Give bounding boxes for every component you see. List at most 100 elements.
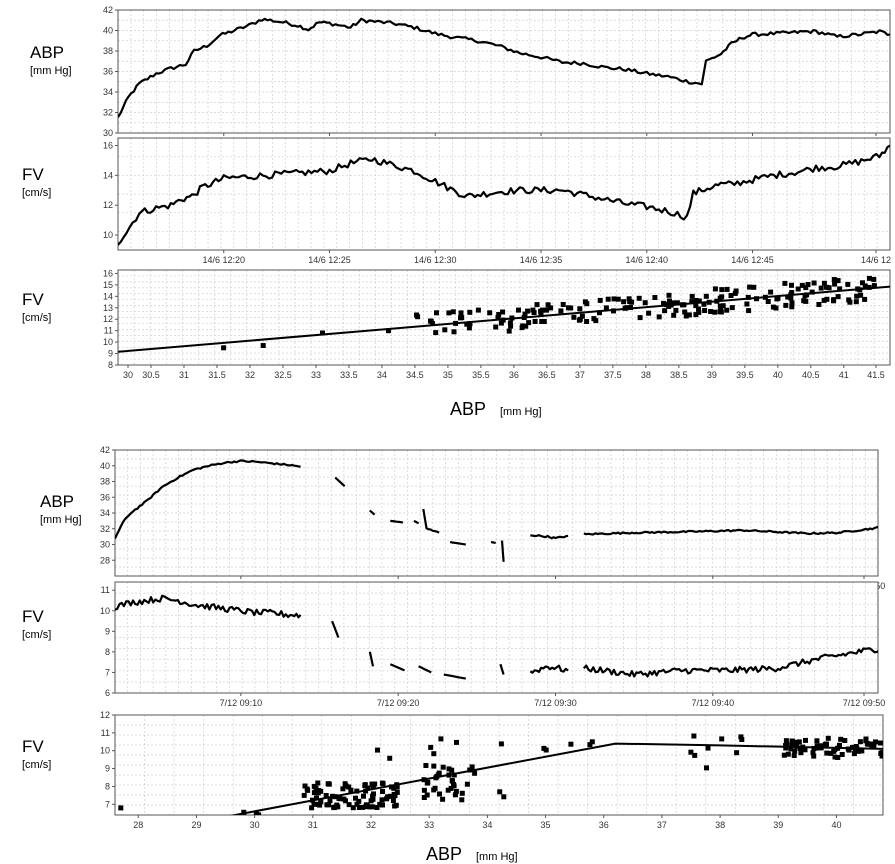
y-tick-label: 38 — [100, 477, 110, 487]
y-tick-label: 11 — [101, 585, 110, 595]
scatter-point — [440, 797, 445, 802]
scatter-point — [832, 277, 837, 282]
scatter-point — [442, 327, 447, 332]
scatter-point — [667, 293, 672, 298]
scatter-point — [590, 739, 595, 744]
scatter-point — [819, 286, 824, 291]
panel-p5: 678910117/12 09:10 7/12 09:20 7/12 09:30 7/… — [22, 582, 895, 708]
scatter-point — [327, 782, 332, 787]
scatter-point — [452, 773, 457, 778]
scatter-point — [312, 784, 317, 789]
scatter-point — [792, 753, 797, 758]
scatter-point — [530, 308, 535, 313]
y-tick-label: 12 — [103, 200, 113, 210]
x-tick-label: 39 — [707, 370, 717, 380]
scatter-point — [823, 742, 828, 747]
scatter-point — [707, 300, 712, 305]
y-tick-label: 13 — [103, 303, 113, 313]
y-tick-label: 6 — [105, 688, 110, 698]
scatter-point — [870, 742, 875, 747]
scatter-point — [738, 734, 743, 739]
scatter-point — [256, 812, 261, 817]
scatter-point — [871, 277, 876, 282]
scatter-point — [638, 315, 643, 320]
scatter-point — [318, 789, 323, 794]
scatter-point — [880, 754, 885, 759]
scatter-point — [428, 745, 433, 750]
scatter-point — [446, 788, 451, 793]
y-tick-label: 32 — [103, 108, 113, 118]
scatter-point — [811, 754, 816, 759]
scatter-point — [616, 297, 621, 302]
scatter-point — [507, 329, 512, 334]
x-tick-label: 40 — [773, 370, 783, 380]
scatter-point — [508, 324, 513, 329]
scatter-point — [858, 739, 863, 744]
scatter-point — [369, 798, 374, 803]
scatter-point — [578, 317, 583, 322]
scatter-point — [386, 328, 391, 333]
y-tick-label: 34 — [103, 87, 113, 97]
scatter-point — [465, 782, 470, 787]
scatter-point — [423, 763, 428, 768]
scatter-point — [460, 791, 465, 796]
scatter-point — [734, 750, 739, 755]
scatter-point — [422, 777, 427, 782]
x-tick-label: 14/6 12:25 — [308, 255, 351, 265]
scatter-point — [730, 305, 735, 310]
y-tick-label: 10 — [100, 746, 110, 756]
scatter-point — [702, 308, 707, 313]
scatter-point — [776, 296, 781, 301]
scatter-point — [452, 329, 457, 334]
scatter-point — [854, 294, 859, 299]
scatter-point — [824, 297, 829, 302]
scatter-point — [438, 736, 443, 741]
y-axis-label: FV — [22, 607, 44, 626]
scatter-point — [355, 802, 360, 807]
scatter-point — [669, 303, 674, 308]
scatter-point — [451, 782, 456, 787]
x-tick-label: 33 — [311, 370, 321, 380]
y-axis-label: FV — [22, 737, 44, 756]
scatter-point — [768, 290, 773, 295]
scatter-point — [422, 788, 427, 793]
scatter-point — [798, 750, 803, 755]
scatter-point — [568, 742, 573, 747]
y-tick-label: 11 — [104, 326, 113, 336]
y-tick-label: 40 — [100, 461, 110, 471]
scatter-point — [692, 753, 697, 758]
x-tick-label: 38.5 — [670, 370, 688, 380]
x-axis-unit: [mm Hg] — [476, 851, 518, 863]
scatter-point — [597, 310, 602, 315]
scatter-point — [542, 319, 547, 324]
x-tick-label: 37 — [575, 370, 585, 380]
x-tick-label: 39.5 — [736, 370, 754, 380]
x-tick-label: 32 — [245, 370, 255, 380]
scatter-point — [826, 736, 831, 741]
x-tick-label: 34 — [377, 370, 387, 380]
y-tick-label: 8 — [105, 647, 110, 657]
x-tick-label: 14/6 12:30 — [414, 255, 457, 265]
scatter-point — [566, 305, 571, 310]
scatter-point — [675, 300, 680, 305]
scatter-point — [394, 803, 399, 808]
scatter-point — [721, 303, 726, 308]
scatter-point — [525, 309, 530, 314]
x-tick-label: 14/6 12 — [861, 255, 891, 265]
scatter-point — [671, 313, 676, 318]
scatter-point — [454, 740, 459, 745]
scatter-point — [431, 764, 436, 769]
x-tick-label: 7/12 09:30 — [534, 698, 577, 708]
x-tick-label: 36 — [509, 370, 519, 380]
scatter-point — [501, 794, 506, 799]
scatter-point — [652, 295, 657, 300]
x-tick-label: 7/12 09:50 — [843, 698, 886, 708]
panel-p2: 1012141614/6 12:20 14/6 12:25 14/6 12:30 14… — [22, 138, 891, 265]
y-tick-label: 14 — [103, 170, 113, 180]
scatter-point — [476, 308, 481, 313]
x-tick-label: 41 — [839, 370, 849, 380]
scatter-point — [451, 309, 456, 314]
scatter-point — [221, 345, 226, 350]
